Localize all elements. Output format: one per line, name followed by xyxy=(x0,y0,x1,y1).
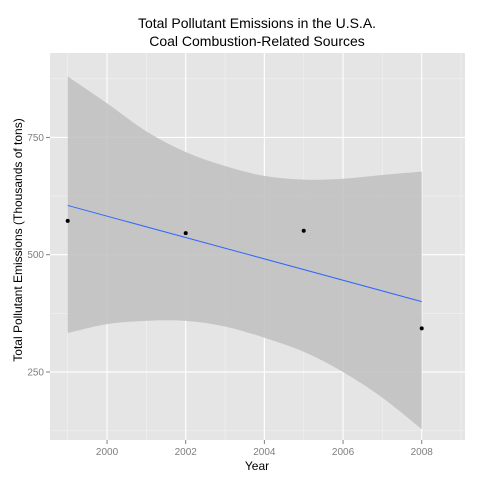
confidence-band xyxy=(67,76,422,430)
chart-title-line-1: Total Pollutant Emissions in the U.S.A. xyxy=(138,15,376,31)
y-tick-label: 500 xyxy=(27,250,44,261)
data-point xyxy=(301,228,306,233)
x-tick-label: 2000 xyxy=(96,447,119,458)
plot-area xyxy=(50,53,465,440)
x-tick-label: 2002 xyxy=(175,447,198,458)
axis-ticks: 2000 2002 2004 2006 2008 250 500 750 xyxy=(27,133,433,458)
y-axis-title: Total Pollutant Emissions (Thousands of … xyxy=(11,118,25,361)
x-tick-label: 2008 xyxy=(411,447,434,458)
data-point xyxy=(419,326,424,331)
y-tick-label: 250 xyxy=(27,367,44,378)
y-tick-label: 750 xyxy=(27,133,44,144)
data-point xyxy=(65,218,70,223)
trend-line xyxy=(67,204,422,303)
x-tick-label: 2006 xyxy=(332,447,355,458)
chart-title-line-2: Coal Combustion-Related Sources xyxy=(149,33,365,49)
x-axis-title: Year xyxy=(245,459,269,473)
data-point xyxy=(183,231,188,236)
x-tick-label: 2004 xyxy=(253,447,276,458)
